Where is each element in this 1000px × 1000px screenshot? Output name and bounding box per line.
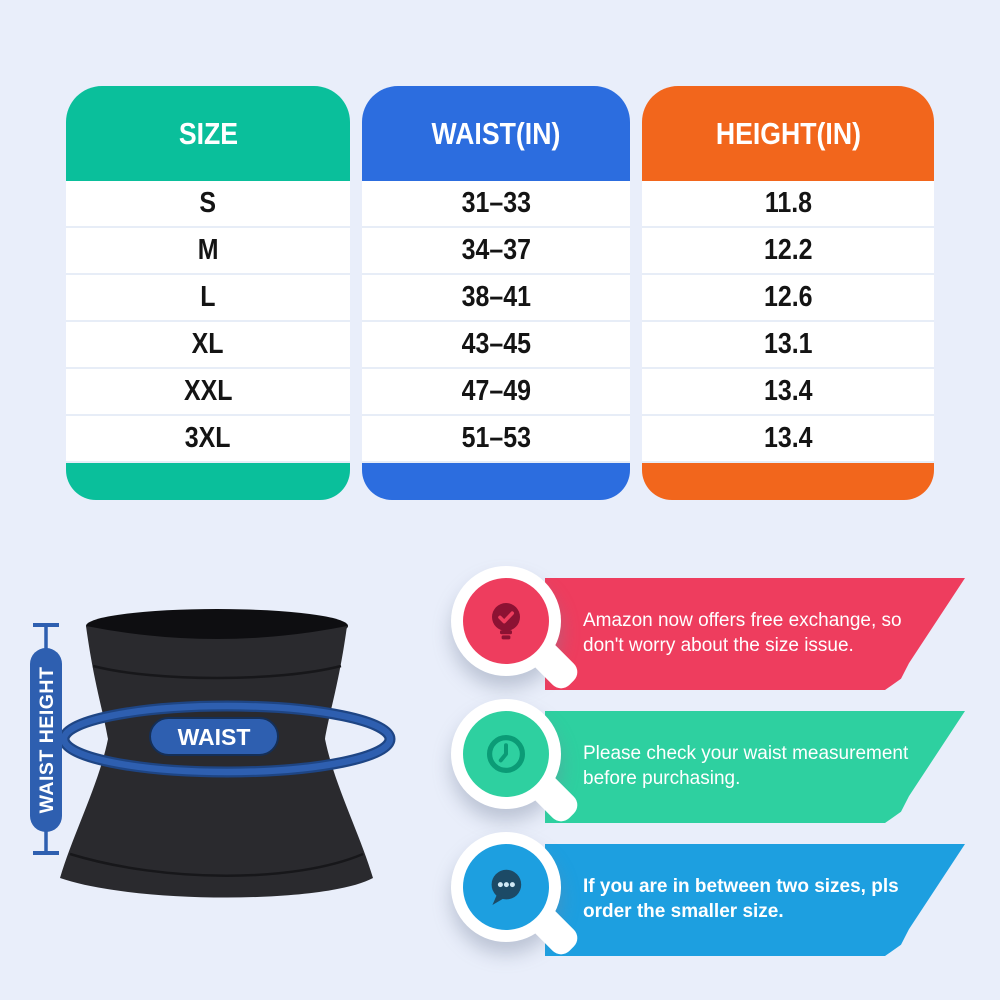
callout-text: If you are in between two sizes, pls ord… [583, 876, 899, 922]
garment-body [60, 626, 373, 898]
column-header-label: WAIST(IN) [431, 115, 561, 151]
callout-check-measurement: Please check your waist measurement befo… [450, 699, 970, 827]
cell-value: S [199, 187, 217, 219]
cell-value: 12.6 [763, 281, 813, 313]
stitch-line-bottom [69, 852, 364, 877]
waist-band [60, 702, 394, 776]
table-cell: S [66, 181, 350, 228]
cell-value: 12.2 [763, 234, 813, 266]
size-chart: SIZE S M L XL XXL 3XL WAIST(IN) 31–33 34… [66, 86, 934, 500]
cell-value: 34–37 [461, 234, 531, 266]
callout-between-sizes: If you are in between two sizes, pls ord… [450, 832, 970, 960]
callout-badge [451, 832, 583, 960]
waist-label-pill [149, 717, 279, 756]
callout-banner: If you are in between two sizes, pls ord… [545, 844, 965, 956]
column-header-size: SIZE [66, 86, 350, 181]
table-cell: 38–41 [362, 275, 630, 322]
table-cell: 12.2 [642, 228, 934, 275]
table-cell: L [66, 275, 350, 322]
garment-opening [86, 609, 348, 643]
cell-value: XXL [183, 375, 233, 407]
cell-value: 13.4 [763, 375, 813, 407]
cell-value: 38–41 [461, 281, 531, 313]
column-header-label: SIZE [178, 115, 238, 151]
waist-label: WAIST [178, 724, 251, 750]
table-cell: 34–37 [362, 228, 630, 275]
measure-caps [33, 623, 59, 855]
cell-value: 3XL [185, 422, 231, 454]
callout-badge [451, 566, 583, 694]
cell-value: 13.1 [763, 328, 813, 360]
callout-banner: Please check your waist measurement befo… [545, 711, 965, 823]
callout-badge [451, 699, 583, 827]
stitch-line-top [92, 664, 342, 680]
callout-text: Please check your waist measurement befo… [583, 743, 909, 789]
cell-value: 51–53 [461, 422, 531, 454]
table-cell: 43–45 [362, 322, 630, 369]
table-cell: XXL [66, 369, 350, 416]
clock-icon [487, 735, 525, 773]
cell-value: XL [192, 328, 224, 360]
waist-trainer-graphic: WAIST WAIST HEIGHT [30, 609, 396, 898]
cell-value: L [200, 281, 216, 313]
size-chart-column-size: SIZE S M L XL XXL 3XL [66, 86, 350, 500]
callout-free-exchange: Amazon now offers free exchange, so don'… [450, 566, 970, 694]
table-cell: 11.8 [642, 181, 934, 228]
waist-trainer-illustration: WAIST WAIST HEIGHT [15, 592, 455, 912]
table-cell: 3XL [66, 416, 350, 463]
cell-value: 11.8 [764, 187, 812, 219]
table-cell: 12.6 [642, 275, 934, 322]
table-cell: XL [66, 322, 350, 369]
column-header-label: HEIGHT(IN) [715, 115, 861, 151]
callout-banner: Amazon now offers free exchange, so don'… [545, 578, 965, 690]
column-footer-bar [642, 463, 934, 500]
column-header-height: HEIGHT(IN) [642, 86, 934, 181]
size-chart-column-waist: WAIST(IN) 31–33 34–37 38–41 43–45 47–49 … [362, 86, 630, 500]
cell-value: M [197, 234, 219, 266]
callout-text: Amazon now offers free exchange, so don'… [583, 610, 902, 656]
waist-height-label: WAIST HEIGHT [36, 667, 58, 814]
badge-circle [463, 844, 549, 930]
cell-value: 31–33 [461, 187, 531, 219]
cell-value: 47–49 [461, 375, 531, 407]
table-cell: 13.4 [642, 369, 934, 416]
table-cell: 47–49 [362, 369, 630, 416]
cell-value: 43–45 [461, 328, 531, 360]
cell-value: 13.4 [763, 422, 813, 454]
table-cell: 13.1 [642, 322, 934, 369]
table-cell: 13.4 [642, 416, 934, 463]
table-cell: 51–53 [362, 416, 630, 463]
waist-height-pill [30, 648, 62, 832]
badge-circle [463, 578, 549, 664]
chat-dots-icon [491, 869, 522, 905]
badge-circle [463, 711, 549, 797]
column-footer-bar [362, 463, 630, 500]
column-footer-bar [66, 463, 350, 500]
table-cell: M [66, 228, 350, 275]
table-cell: 31–33 [362, 181, 630, 228]
lightbulb-check-icon [492, 603, 520, 640]
size-chart-column-height: HEIGHT(IN) 11.8 12.2 12.6 13.1 13.4 13.4 [642, 86, 934, 500]
column-header-waist: WAIST(IN) [362, 86, 630, 181]
